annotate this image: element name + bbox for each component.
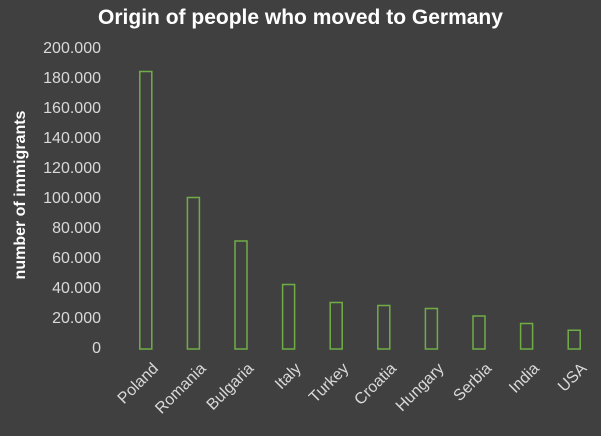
x-tick-label: India (506, 360, 543, 397)
y-tick-label: 200.000 (43, 40, 101, 57)
y-tick-label: 180.000 (43, 70, 101, 87)
bar-india (519, 322, 534, 350)
y-tick-label: 40.000 (52, 280, 101, 297)
y-tick-label: 60.000 (52, 250, 101, 267)
x-tick-label: Hungary (393, 360, 448, 415)
x-tick-label: Bulgaria (204, 360, 258, 414)
chart-title: Origin of people who moved to Germany (98, 6, 503, 29)
bar-poland (139, 70, 153, 350)
bars (139, 70, 581, 350)
y-tick-label: 160.000 (43, 100, 101, 117)
bar-serbia (472, 315, 486, 350)
bar-usa (567, 329, 581, 350)
x-tick-label: Romania (152, 360, 209, 417)
y-tick-label: 120.000 (43, 160, 101, 177)
bar-bulgaria (234, 240, 248, 350)
x-tick-label: USA (555, 360, 591, 396)
y-axis-label: number of immigrants (12, 110, 29, 279)
x-tick-label: Croatia (351, 360, 400, 409)
bar-romania (186, 196, 201, 350)
y-axis: 0 20.000 40.000 60.000 80.000 100.000 120.000 1… (43, 40, 101, 357)
bar-italy (281, 283, 296, 350)
x-tick-label: Poland (115, 360, 162, 407)
bar-hungary (424, 307, 439, 350)
bar-turkey (329, 301, 343, 350)
y-tick-label: 80.000 (52, 220, 101, 237)
x-tick-label: Italy (272, 360, 305, 393)
x-tick-label: Turkey (306, 360, 352, 406)
x-tick-label: Serbia (450, 360, 495, 405)
y-tick-label: 20.000 (52, 310, 101, 327)
y-tick-label: 100.000 (43, 190, 101, 207)
y-tick-label: 140.000 (43, 130, 101, 147)
bar-croatia (377, 304, 391, 350)
y-tick-label: 0 (92, 340, 101, 357)
